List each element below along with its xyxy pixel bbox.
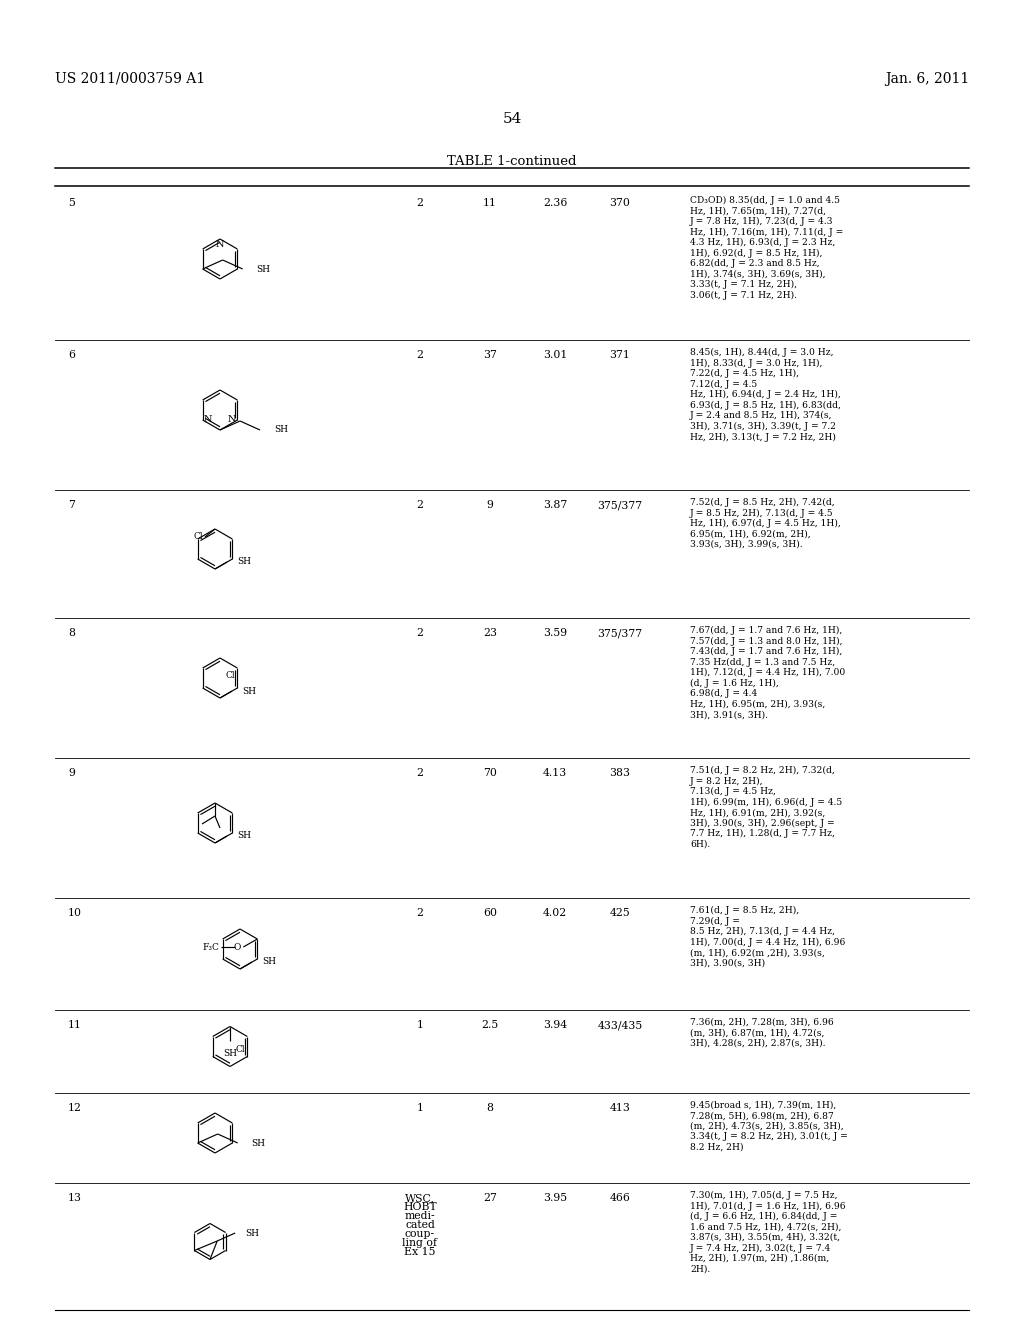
Text: Cl: Cl bbox=[225, 671, 236, 680]
Text: 7: 7 bbox=[68, 500, 75, 510]
Text: 433/435: 433/435 bbox=[597, 1020, 643, 1030]
Text: TABLE 1-continued: TABLE 1-continued bbox=[447, 154, 577, 168]
Text: SH: SH bbox=[257, 264, 270, 273]
Text: 8.45(s, 1H), 8.44(d, J = 3.0 Hz,
1H), 8.33(d, J = 3.0 Hz, 1H),
7.22(d, J = 4.5 H: 8.45(s, 1H), 8.44(d, J = 3.0 Hz, 1H), 8.… bbox=[690, 348, 841, 441]
Text: 13: 13 bbox=[68, 1193, 82, 1203]
Text: 3.94: 3.94 bbox=[543, 1020, 567, 1030]
Text: 413: 413 bbox=[609, 1104, 631, 1113]
Text: 3.01: 3.01 bbox=[543, 350, 567, 360]
Text: SH: SH bbox=[237, 832, 251, 841]
Text: 2: 2 bbox=[417, 500, 424, 510]
Text: HOBT: HOBT bbox=[403, 1203, 437, 1212]
Text: 1: 1 bbox=[417, 1104, 424, 1113]
Text: N: N bbox=[227, 416, 237, 425]
Text: coup-: coup- bbox=[404, 1229, 435, 1239]
Text: 383: 383 bbox=[609, 768, 631, 777]
Text: 4.13: 4.13 bbox=[543, 768, 567, 777]
Text: 3.87: 3.87 bbox=[543, 500, 567, 510]
Text: 37: 37 bbox=[483, 350, 497, 360]
Text: 70: 70 bbox=[483, 768, 497, 777]
Text: 2: 2 bbox=[417, 628, 424, 638]
Text: Ex 15: Ex 15 bbox=[404, 1247, 436, 1257]
Text: 23: 23 bbox=[483, 628, 497, 638]
Text: 9: 9 bbox=[68, 768, 75, 777]
Text: 11: 11 bbox=[68, 1020, 82, 1030]
Text: cated: cated bbox=[406, 1220, 435, 1230]
Text: 7.52(d, J = 8.5 Hz, 2H), 7.42(d,
J = 8.5 Hz, 2H), 7.13(d, J = 4.5
Hz, 1H), 6.97(: 7.52(d, J = 8.5 Hz, 2H), 7.42(d, J = 8.5… bbox=[690, 498, 841, 549]
Text: 9: 9 bbox=[486, 500, 494, 510]
Text: 9.45(broad s, 1H), 7.39(m, 1H),
7.28(m, 5H), 6.98(m, 2H), 6.87
(m, 2H), 4.73(s, : 9.45(broad s, 1H), 7.39(m, 1H), 7.28(m, … bbox=[690, 1101, 848, 1152]
Text: 2.36: 2.36 bbox=[543, 198, 567, 209]
Text: 466: 466 bbox=[609, 1193, 631, 1203]
Text: Cl: Cl bbox=[236, 1045, 246, 1055]
Text: F₃C: F₃C bbox=[203, 942, 219, 952]
Text: 1: 1 bbox=[417, 1020, 424, 1030]
Text: 60: 60 bbox=[483, 908, 497, 917]
Text: 6: 6 bbox=[68, 350, 75, 360]
Text: O: O bbox=[233, 942, 242, 952]
Text: SH: SH bbox=[223, 1048, 237, 1057]
Text: 2: 2 bbox=[417, 198, 424, 209]
Text: N: N bbox=[216, 240, 224, 249]
Text: 27: 27 bbox=[483, 1193, 497, 1203]
Text: 8: 8 bbox=[486, 1104, 494, 1113]
Text: 2: 2 bbox=[417, 908, 424, 917]
Text: 375/377: 375/377 bbox=[597, 628, 643, 638]
Text: WSC,: WSC, bbox=[406, 1193, 435, 1203]
Text: SH: SH bbox=[274, 425, 288, 434]
Text: 12: 12 bbox=[68, 1104, 82, 1113]
Text: 5: 5 bbox=[68, 198, 75, 209]
Text: 2: 2 bbox=[417, 768, 424, 777]
Text: SH: SH bbox=[252, 1138, 265, 1147]
Text: 2: 2 bbox=[417, 350, 424, 360]
Text: Cl: Cl bbox=[194, 532, 203, 541]
Text: US 2011/0003759 A1: US 2011/0003759 A1 bbox=[55, 73, 205, 86]
Text: 7.61(d, J = 8.5 Hz, 2H),
7.29(d, J =
8.5 Hz, 2H), 7.13(d, J = 4.4 Hz,
1H), 7.00(: 7.61(d, J = 8.5 Hz, 2H), 7.29(d, J = 8.5… bbox=[690, 906, 846, 968]
Text: 3.59: 3.59 bbox=[543, 628, 567, 638]
Text: medi-: medi- bbox=[404, 1210, 435, 1221]
Text: SH: SH bbox=[245, 1229, 259, 1238]
Text: 7.51(d, J = 8.2 Hz, 2H), 7.32(d,
J = 8.2 Hz, 2H),
7.13(d, J = 4.5 Hz,
1H), 6.99(: 7.51(d, J = 8.2 Hz, 2H), 7.32(d, J = 8.2… bbox=[690, 766, 843, 849]
Text: 375/377: 375/377 bbox=[597, 500, 643, 510]
Text: 371: 371 bbox=[609, 350, 631, 360]
Text: ling of: ling of bbox=[402, 1238, 437, 1247]
Text: 425: 425 bbox=[609, 908, 631, 917]
Text: 7.36(m, 2H), 7.28(m, 3H), 6.96
(m, 3H), 6.87(m, 1H), 4.72(s,
3H), 4.28(s, 2H), 2: 7.36(m, 2H), 7.28(m, 3H), 6.96 (m, 3H), … bbox=[690, 1018, 834, 1048]
Text: 370: 370 bbox=[609, 198, 631, 209]
Text: 10: 10 bbox=[68, 908, 82, 917]
Text: 3.95: 3.95 bbox=[543, 1193, 567, 1203]
Text: N: N bbox=[204, 416, 212, 425]
Text: SH: SH bbox=[242, 686, 256, 696]
Text: Jan. 6, 2011: Jan. 6, 2011 bbox=[885, 73, 969, 86]
Text: 4.02: 4.02 bbox=[543, 908, 567, 917]
Text: 7.30(m, 1H), 7.05(d, J = 7.5 Hz,
1H), 7.01(d, J = 1.6 Hz, 1H), 6.96
(d, J = 6.6 : 7.30(m, 1H), 7.05(d, J = 7.5 Hz, 1H), 7.… bbox=[690, 1191, 846, 1274]
Text: 7.67(dd, J = 1.7 and 7.6 Hz, 1H),
7.57(dd, J = 1.3 and 8.0 Hz, 1H),
7.43(dd, J =: 7.67(dd, J = 1.7 and 7.6 Hz, 1H), 7.57(d… bbox=[690, 626, 845, 719]
Text: SH: SH bbox=[262, 957, 276, 966]
Text: SH: SH bbox=[237, 557, 251, 566]
Text: 2.5: 2.5 bbox=[481, 1020, 499, 1030]
Text: 8: 8 bbox=[68, 628, 75, 638]
Text: CD₃OD) 8.35(dd, J = 1.0 and 4.5
Hz, 1H), 7.65(m, 1H), 7.27(d,
J = 7.8 Hz, 1H), 7: CD₃OD) 8.35(dd, J = 1.0 and 4.5 Hz, 1H),… bbox=[690, 195, 843, 300]
Text: 54: 54 bbox=[503, 112, 521, 125]
Text: 11: 11 bbox=[483, 198, 497, 209]
